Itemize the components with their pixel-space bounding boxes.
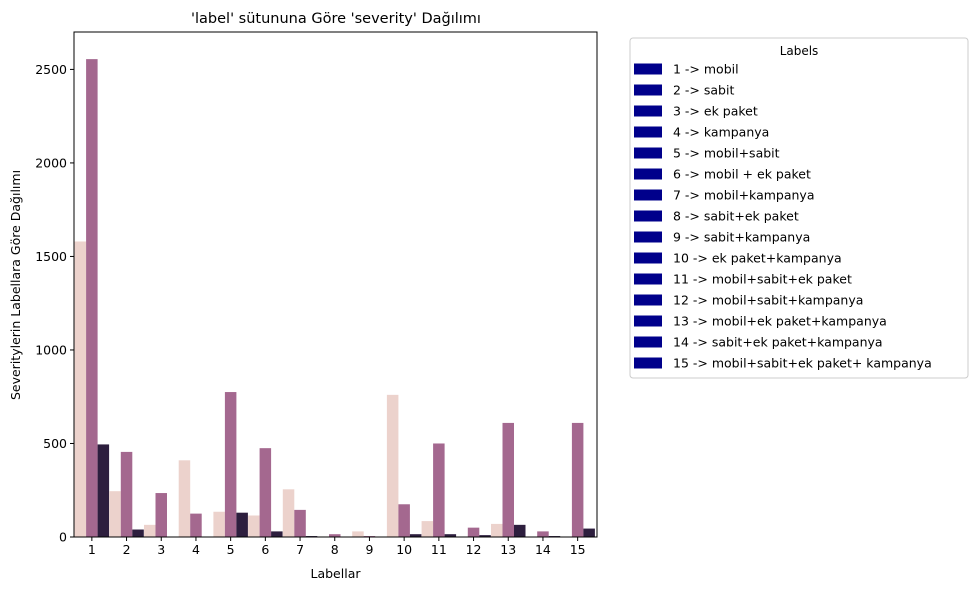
y-axis-ticks: 0 500 1000 1500 2000 2500 [35,62,74,545]
x-tick-label: 8 [331,542,339,557]
bar [352,531,364,537]
bar [583,528,595,537]
y-tick-label: 0 [59,530,67,545]
y-tick-label: 1500 [35,249,67,264]
x-tick-label: 12 [466,542,482,557]
x-tick-label: 11 [431,542,447,557]
legend-swatch [634,210,662,222]
y-tick-label: 2000 [35,155,67,170]
legend-label: 12 -> mobil+sabit+kampanya [673,293,863,308]
legend-label: 14 -> sabit+ek paket+kampanya [673,335,883,350]
x-tick-label: 4 [192,542,200,557]
bar [190,513,202,537]
bar [421,521,434,537]
bar [537,531,549,537]
bar [329,534,341,537]
legend-label: 1 -> mobil [673,62,739,77]
legend-swatch [634,147,662,159]
bar [213,511,225,537]
legend-swatch [634,126,662,138]
legend-label: 5 -> mobil+sabit [673,146,780,161]
bar [120,451,133,537]
bar [282,489,295,537]
legend-label: 7 -> mobil+kampanya [673,188,815,203]
legend-swatch [634,357,662,369]
legend-title: Labels [780,44,819,58]
x-tick-label: 15 [570,542,586,557]
x-tick-label: 7 [296,542,304,557]
bar [132,529,144,537]
bars-group [74,59,595,538]
bar [178,460,191,537]
y-axis-label: Severitylerin Labellara Göre Dağılımı [8,170,23,400]
x-tick-label: 1 [88,542,96,557]
legend-label: 8 -> sabit+ek paket [673,209,799,224]
bar [386,394,399,537]
bar [224,392,237,537]
bar [502,422,514,537]
legend-swatch [634,63,662,75]
x-tick-label: 6 [261,542,269,557]
x-tick-label: 10 [396,542,412,557]
bar [144,524,156,537]
legend-items: 1 -> mobil 2 -> sabit 3 -> ek paket 4 -> ka… [634,62,932,371]
legend: Labels 1 -> mobil 2 -> sabit 3 -> ek paket… [629,37,969,379]
y-tick-label: 500 [43,436,67,451]
legend-swatch [634,294,662,306]
legend-swatch [634,315,662,327]
bar [514,524,526,537]
legend-swatch [634,252,662,264]
legend-label: 2 -> sabit [673,83,734,98]
chart-title: 'label' sütununa Göre 'severity' Dağılım… [191,11,481,27]
x-tick-label: 2 [123,542,131,557]
bar [74,241,87,538]
bar [109,491,121,537]
legend-label: 4 -> kampanya [673,125,769,140]
bar [259,448,272,537]
legend-label: 13 -> mobil+ek paket+kampanya [673,314,887,329]
legend-label: 11 -> mobil+sabit+ek paket [673,272,852,287]
bar [86,59,98,538]
x-tick-label: 13 [500,542,516,557]
x-tick-label: 9 [365,542,373,557]
legend-label: 6 -> mobil + ek paket [673,167,811,182]
legend-label: 15 -> mobil+sabit+ek paket+ kampanya [673,356,932,371]
bar [571,422,584,537]
bar [271,531,283,537]
legend-label: 9 -> sabit+kampanya [673,230,810,245]
legend-label: 10 -> ek paket+kampanya [673,251,842,266]
bar [444,534,457,537]
y-tick-label: 2500 [35,62,67,77]
bar [97,444,110,537]
bar [294,509,306,537]
x-axis-label: Labellar [311,566,362,581]
legend-swatch [634,189,662,201]
bar [433,443,445,537]
legend-label: 3 -> ek paket [673,104,758,119]
bar [236,512,248,537]
x-tick-label: 3 [157,542,165,557]
y-tick-label: 1000 [35,342,67,357]
x-tick-label: 14 [535,542,551,557]
legend-swatch [634,273,662,285]
x-axis-ticks: 1 2 3 4 5 6 7 8 9 10 11 12 13 14 15 [88,537,586,557]
bar [467,527,480,537]
x-tick-label: 5 [227,542,235,557]
bar [398,504,410,537]
legend-swatch [634,231,662,243]
legend-swatch [634,84,662,96]
legend-swatch [634,105,662,117]
bar [155,493,167,537]
bar [409,534,422,537]
plot-frame [73,31,598,538]
legend-swatch [634,336,662,348]
legend-frame [629,37,969,379]
bar [491,523,503,537]
bar [248,515,260,537]
legend-swatch [634,168,662,180]
bar [479,535,491,537]
